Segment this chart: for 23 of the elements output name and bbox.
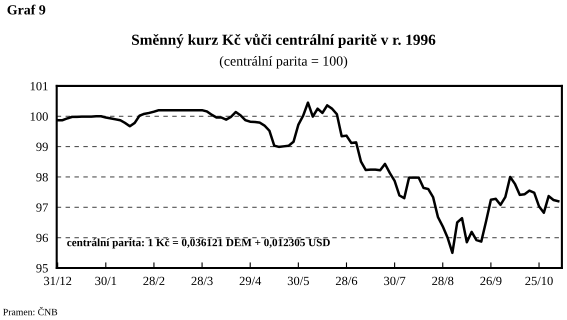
- x-tick-label: 28/3: [192, 276, 213, 286]
- text: Pramen: ČNB: [3, 306, 58, 316]
- y-tick-label: 100: [30, 112, 48, 121]
- x-tick-label: 28/2: [143, 276, 164, 286]
- x-tick-label: 26/9: [480, 276, 502, 286]
- y-tick-label: 97: [36, 203, 48, 212]
- x-tick-label: 30/5: [288, 276, 309, 286]
- chart-subtitle: (centrální parita = 100): [220, 56, 348, 69]
- x-tick-label: 31/12: [44, 276, 72, 286]
- x-tick-label: 28/8: [432, 276, 454, 286]
- y-tick-label: 98: [36, 172, 48, 182]
- y-tick-label: 95: [36, 264, 48, 272]
- y-tick-label: 101: [30, 82, 48, 90]
- chart-title: Směnný kurz Kč vůči centrální paritě v r. 1996: [132, 34, 436, 48]
- annotation: centrální parita: 1 Kč = 0,036121 DEM + 0,012305 USD: [67, 238, 330, 249]
- text: Graf 9: [7, 4, 46, 15]
- x-tick-label: 30/1: [95, 276, 116, 286]
- x-tick-label: 30/7: [384, 276, 406, 286]
- y-tick-label: 99: [36, 142, 48, 152]
- x-tick-label: 29/4: [240, 276, 262, 286]
- x-tick-label: 28/6: [336, 276, 358, 286]
- y-tick-label: 96: [36, 234, 48, 242]
- x-tick-label: 25/10: [525, 276, 553, 286]
